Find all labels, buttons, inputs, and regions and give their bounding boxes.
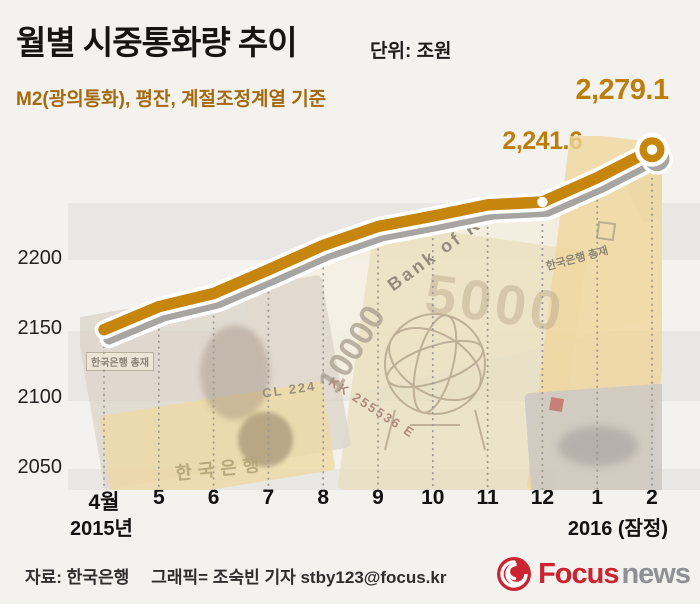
logo-brand-text: Focus bbox=[538, 557, 619, 590]
x-axis-label: 9 bbox=[372, 486, 384, 509]
x-axis-label: 5 bbox=[152, 486, 165, 509]
x-axis-label: 6 bbox=[207, 486, 220, 509]
line-shadow bbox=[103, 152, 663, 345]
banknote-portrait bbox=[200, 325, 270, 420]
chart-line-svg bbox=[98, 137, 670, 490]
x-axis-label: 4월 bbox=[88, 491, 120, 514]
x-axis-label: 12 bbox=[530, 486, 555, 509]
y-axis-tick: 2200 bbox=[17, 247, 63, 269]
focusnews-logo: Focus news bbox=[495, 555, 691, 593]
footer: 자료: 한국은행 그래픽= 조숙빈 기자 stby123@focus.kr bbox=[25, 563, 446, 588]
celestial-globe-illustration bbox=[384, 313, 486, 451]
chart-subtitle: M2(광의통화), 평잔, 계절조정계열 기준 bbox=[16, 89, 327, 110]
x-axis-label: 2 bbox=[646, 486, 658, 509]
logo-suffix-text: news bbox=[621, 557, 691, 590]
x-axis-label: 1 bbox=[591, 486, 604, 509]
x-axis-label: 10 bbox=[421, 486, 445, 509]
governor-seal-text: 한국은행 총재 bbox=[86, 352, 154, 371]
value-label: 2,279.1 bbox=[575, 73, 669, 106]
banknote-figure bbox=[238, 412, 293, 467]
page-title: 월별 시중통화량 추이 bbox=[16, 24, 298, 61]
focusnews-swirl-icon bbox=[497, 557, 532, 591]
y-axis-tick: 2150 bbox=[17, 316, 63, 339]
x-axis-label: 8 bbox=[317, 486, 330, 509]
data-line bbox=[98, 143, 658, 336]
x-axis-label: 11 bbox=[476, 486, 499, 509]
source-text: 자료: 한국은행 bbox=[25, 568, 130, 587]
y-axis-tick: 2050 bbox=[17, 456, 63, 479]
point-marker-dot bbox=[537, 196, 548, 208]
year-note-right: 2016 (잠정) bbox=[567, 518, 668, 540]
line-chart: Bank of Ko 5000 10000 CL 224 KK 255536 E… bbox=[17, 73, 700, 540]
y-axis-tick: 2100 bbox=[17, 386, 63, 409]
year-note-left: 2015년 bbox=[70, 518, 133, 540]
x-axis-label: 7 bbox=[262, 486, 275, 509]
credit-text: 그래픽= 조숙빈 기자 stby123@focus.kr bbox=[151, 568, 447, 587]
unit-label: 단위: 조원 bbox=[370, 41, 452, 62]
